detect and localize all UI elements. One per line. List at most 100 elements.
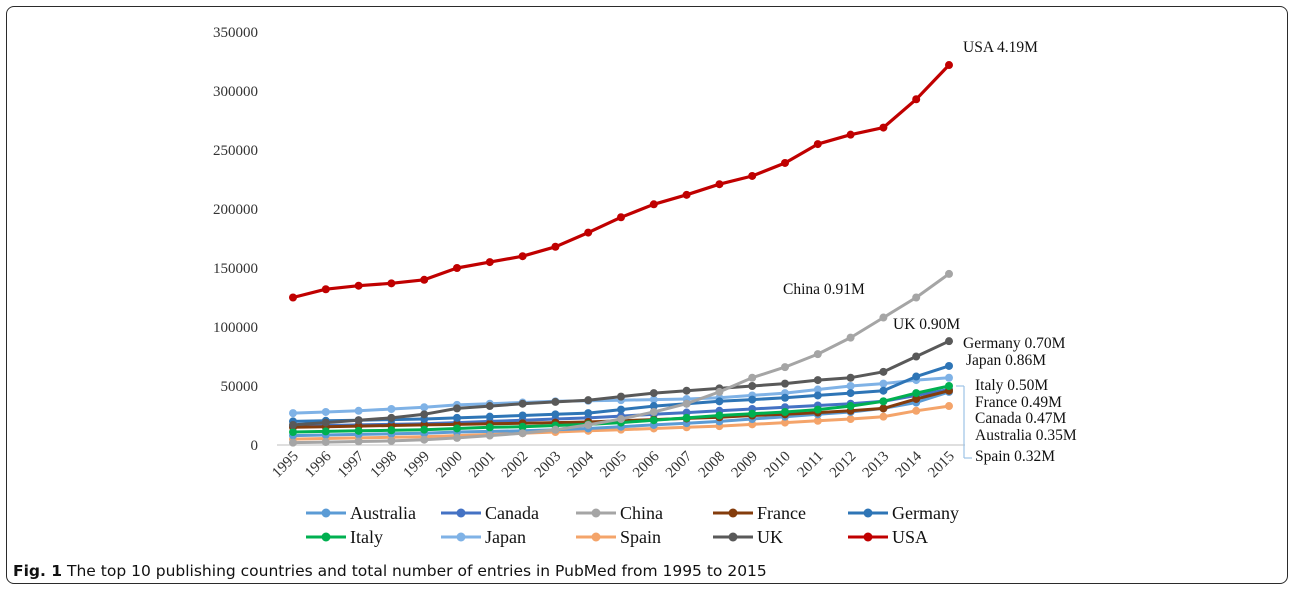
data-point-germany bbox=[453, 413, 461, 422]
data-point-germany bbox=[485, 412, 494, 421]
figure-caption: Fig. 1 The top 10 publishing countries a… bbox=[13, 562, 767, 580]
data-point-uk bbox=[584, 396, 593, 405]
data-point-italy bbox=[321, 427, 330, 436]
data-point-usa bbox=[912, 95, 921, 104]
data-point-china bbox=[945, 269, 953, 278]
data-point-china bbox=[617, 415, 625, 424]
data-point-china bbox=[518, 429, 527, 438]
data-point-uk bbox=[453, 404, 461, 413]
data-point-germany bbox=[879, 386, 888, 395]
data-point-china bbox=[912, 293, 921, 302]
x-tick-label: 2007 bbox=[663, 448, 696, 481]
data-point-italy bbox=[879, 397, 888, 406]
legend-label-italy: Italy bbox=[350, 527, 383, 547]
annotation-japan: Japan 0.86M bbox=[966, 352, 1046, 369]
data-point-uk bbox=[846, 373, 855, 382]
data-point-usa bbox=[715, 180, 724, 189]
data-point-china bbox=[321, 438, 330, 447]
legend-marker-usa bbox=[863, 532, 873, 542]
x-tick-label: 2014 bbox=[893, 448, 926, 481]
data-point-uk bbox=[682, 386, 691, 395]
x-tick-label: 2008 bbox=[696, 449, 729, 482]
data-point-italy bbox=[453, 424, 461, 433]
annotation-spain: Spain 0.32M bbox=[975, 448, 1055, 465]
data-point-germany bbox=[813, 391, 822, 400]
data-point-uk bbox=[813, 376, 822, 385]
data-point-uk bbox=[420, 410, 429, 419]
x-tick-label: 2012 bbox=[827, 449, 860, 482]
data-point-china bbox=[420, 435, 429, 444]
data-point-germany bbox=[715, 397, 724, 406]
data-point-italy bbox=[649, 416, 658, 425]
annotation-germany: Germany 0.70M bbox=[963, 335, 1066, 352]
legend-marker-spain bbox=[591, 532, 601, 542]
data-point-germany bbox=[551, 410, 560, 419]
data-point-uk bbox=[945, 337, 953, 346]
data-point-usa bbox=[649, 200, 658, 209]
y-tick-label: 250000 bbox=[213, 143, 258, 159]
legend-marker-australia bbox=[321, 508, 331, 518]
x-tick-label: 1998 bbox=[368, 449, 401, 482]
data-point-germany bbox=[649, 402, 658, 411]
data-point-spain bbox=[945, 402, 953, 411]
legend-marker-france bbox=[728, 508, 738, 518]
legend-marker-italy bbox=[321, 532, 331, 542]
legend-label-china: China bbox=[620, 503, 663, 523]
data-point-italy bbox=[781, 407, 789, 416]
annotation-uk: UK 0.90M bbox=[893, 316, 960, 333]
legend-label-germany: Germany bbox=[892, 503, 959, 523]
x-tick-label: 2006 bbox=[630, 448, 663, 481]
data-point-germany bbox=[846, 389, 855, 398]
data-point-italy bbox=[289, 428, 297, 437]
data-point-usa bbox=[289, 293, 297, 302]
data-point-china bbox=[584, 420, 593, 429]
data-point-italy bbox=[715, 411, 724, 420]
data-point-usa bbox=[748, 171, 757, 180]
data-point-spain bbox=[813, 416, 822, 425]
data-point-usa bbox=[551, 242, 560, 251]
legend-marker-china bbox=[591, 508, 601, 518]
data-point-usa bbox=[584, 228, 593, 237]
data-point-china bbox=[781, 363, 789, 372]
y-tick-label: 50000 bbox=[221, 379, 259, 395]
legend-marker-germany bbox=[863, 508, 873, 518]
data-point-uk bbox=[387, 413, 396, 422]
data-point-china bbox=[354, 437, 363, 446]
data-point-usa bbox=[518, 252, 527, 261]
x-tick-label: 2010 bbox=[761, 449, 794, 482]
data-point-germany bbox=[945, 361, 953, 370]
data-point-usa bbox=[945, 61, 953, 70]
data-point-italy bbox=[748, 409, 757, 418]
line-chart: 0 50000 100000 150000 200000 250000 300000 3500… bbox=[213, 25, 1077, 547]
y-tick-label: 350000 bbox=[213, 25, 258, 41]
data-point-italy bbox=[945, 382, 953, 390]
data-point-china bbox=[485, 431, 494, 440]
x-tick-label: 1996 bbox=[302, 448, 335, 481]
data-point-italy bbox=[518, 422, 527, 431]
data-point-japan bbox=[354, 406, 363, 415]
data-point-china bbox=[715, 387, 724, 396]
data-point-france bbox=[879, 404, 888, 413]
data-point-uk bbox=[617, 392, 625, 401]
data-point-italy bbox=[682, 413, 691, 422]
data-point-japan bbox=[649, 395, 658, 404]
x-tick-label: 2001 bbox=[466, 449, 499, 482]
data-point-uk bbox=[748, 382, 757, 390]
data-point-japan bbox=[420, 403, 429, 412]
data-point-china bbox=[748, 373, 757, 382]
data-point-germany bbox=[584, 409, 593, 418]
data-point-japan bbox=[846, 382, 855, 390]
data-point-japan bbox=[945, 373, 953, 382]
legend-label-uk: UK bbox=[757, 527, 783, 547]
data-point-uk bbox=[518, 399, 527, 408]
data-point-italy bbox=[354, 426, 363, 435]
x-tick-label: 1997 bbox=[335, 448, 368, 481]
data-point-italy bbox=[485, 423, 494, 432]
data-point-usa bbox=[420, 275, 429, 284]
legend-label-spain: Spain bbox=[620, 527, 661, 547]
caption-text: The top 10 publishing countries and tota… bbox=[67, 562, 767, 580]
data-point-uk bbox=[781, 379, 789, 388]
data-point-china bbox=[453, 433, 461, 442]
y-tick-label: 200000 bbox=[213, 202, 258, 218]
data-point-japan bbox=[289, 409, 297, 418]
